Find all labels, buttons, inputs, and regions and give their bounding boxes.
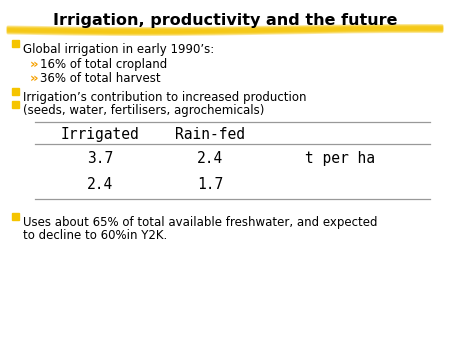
Text: 2.4: 2.4: [197, 151, 223, 166]
Text: 36% of total harvest: 36% of total harvest: [40, 72, 161, 85]
Text: 2.4: 2.4: [87, 177, 113, 192]
Text: t per ha: t per ha: [305, 151, 375, 166]
Text: (seeds, water, fertilisers, agrochemicals): (seeds, water, fertilisers, agrochemical…: [23, 104, 265, 117]
Text: Irrigated: Irrigated: [61, 127, 140, 142]
Text: 3.7: 3.7: [87, 151, 113, 166]
Text: Rain-fed: Rain-fed: [175, 127, 245, 142]
Bar: [12, 40, 19, 47]
Text: to decline to 60%in Y2K.: to decline to 60%in Y2K.: [23, 229, 167, 242]
Text: 16% of total cropland: 16% of total cropland: [40, 58, 167, 71]
Text: Irrigation, productivity and the future: Irrigation, productivity and the future: [53, 13, 397, 28]
Text: Irrigation’s contribution to increased production: Irrigation’s contribution to increased p…: [23, 91, 306, 104]
Text: »: »: [30, 58, 39, 71]
Text: »: »: [30, 72, 39, 85]
Bar: [12, 213, 19, 219]
Text: 1.7: 1.7: [197, 177, 223, 192]
Bar: [12, 100, 19, 107]
Text: Global irrigation in early 1990’s:: Global irrigation in early 1990’s:: [23, 43, 214, 56]
Bar: [12, 88, 19, 95]
Text: Uses about 65% of total available freshwater, and expected: Uses about 65% of total available freshw…: [23, 216, 378, 229]
